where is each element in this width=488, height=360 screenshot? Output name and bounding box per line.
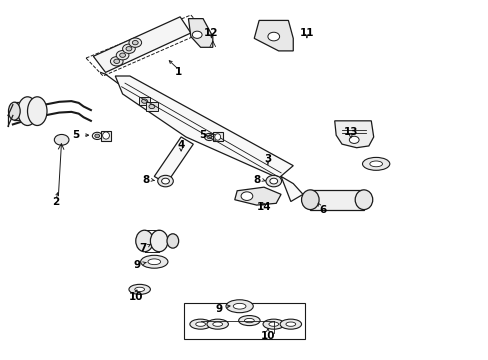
Circle shape [122, 44, 135, 53]
Circle shape [158, 175, 173, 187]
Polygon shape [334, 121, 373, 148]
Polygon shape [254, 21, 293, 51]
Polygon shape [234, 187, 281, 205]
Ellipse shape [238, 316, 260, 325]
Ellipse shape [189, 319, 211, 329]
Text: 9: 9 [215, 304, 222, 314]
Text: 11: 11 [299, 28, 313, 38]
Ellipse shape [225, 300, 253, 313]
Circle shape [161, 178, 169, 184]
Ellipse shape [354, 190, 372, 210]
Polygon shape [115, 76, 293, 178]
Ellipse shape [263, 319, 284, 329]
Text: 13: 13 [343, 127, 357, 136]
Ellipse shape [166, 234, 178, 248]
Circle shape [110, 57, 123, 66]
Ellipse shape [129, 284, 150, 294]
Ellipse shape [136, 230, 153, 252]
Text: 7: 7 [139, 243, 146, 253]
Ellipse shape [27, 97, 47, 126]
Circle shape [95, 134, 100, 138]
Circle shape [114, 59, 120, 63]
Ellipse shape [268, 322, 278, 326]
Circle shape [126, 46, 132, 51]
Circle shape [116, 50, 129, 60]
Ellipse shape [362, 157, 389, 170]
Text: 6: 6 [319, 206, 326, 216]
Polygon shape [154, 137, 193, 184]
Ellipse shape [141, 255, 167, 268]
Text: 5: 5 [199, 130, 206, 140]
Text: 10: 10 [260, 331, 275, 341]
Polygon shape [93, 17, 190, 72]
Text: 2: 2 [52, 197, 60, 207]
Bar [101, 131, 111, 140]
Circle shape [142, 99, 147, 103]
Ellipse shape [369, 161, 382, 167]
Text: 14: 14 [256, 202, 271, 212]
Circle shape [265, 175, 281, 187]
Ellipse shape [212, 322, 222, 326]
Ellipse shape [8, 102, 20, 120]
Text: 1: 1 [175, 67, 182, 77]
Bar [14, 102, 39, 120]
Circle shape [206, 135, 211, 139]
Polygon shape [188, 19, 212, 47]
Ellipse shape [102, 132, 109, 139]
Ellipse shape [244, 319, 254, 323]
Circle shape [267, 32, 279, 41]
Text: 3: 3 [264, 154, 271, 164]
Bar [139, 97, 150, 105]
Ellipse shape [206, 319, 228, 329]
Circle shape [129, 38, 142, 47]
Ellipse shape [195, 322, 205, 326]
Ellipse shape [150, 230, 167, 252]
Ellipse shape [135, 287, 144, 292]
Bar [212, 132, 222, 141]
Text: 4: 4 [177, 140, 184, 150]
Ellipse shape [214, 134, 220, 140]
Circle shape [92, 132, 102, 139]
Bar [310, 190, 363, 210]
Text: 9: 9 [133, 260, 141, 270]
Text: 8: 8 [142, 175, 149, 185]
Text: 10: 10 [128, 292, 142, 302]
Bar [146, 102, 158, 111]
Ellipse shape [233, 303, 245, 309]
Circle shape [149, 104, 155, 109]
Ellipse shape [301, 190, 319, 210]
Circle shape [241, 192, 252, 201]
Text: 12: 12 [203, 28, 218, 38]
Ellipse shape [285, 322, 295, 326]
Circle shape [204, 134, 214, 140]
Ellipse shape [148, 259, 160, 265]
Text: 8: 8 [253, 175, 260, 185]
Circle shape [192, 31, 202, 39]
Circle shape [54, 134, 69, 145]
Bar [183, 303, 305, 338]
Ellipse shape [18, 97, 37, 126]
Circle shape [120, 53, 125, 57]
Polygon shape [281, 176, 303, 202]
Text: 5: 5 [73, 130, 80, 140]
Circle shape [132, 41, 138, 45]
Circle shape [269, 178, 277, 184]
Circle shape [348, 136, 358, 143]
Ellipse shape [280, 319, 301, 329]
